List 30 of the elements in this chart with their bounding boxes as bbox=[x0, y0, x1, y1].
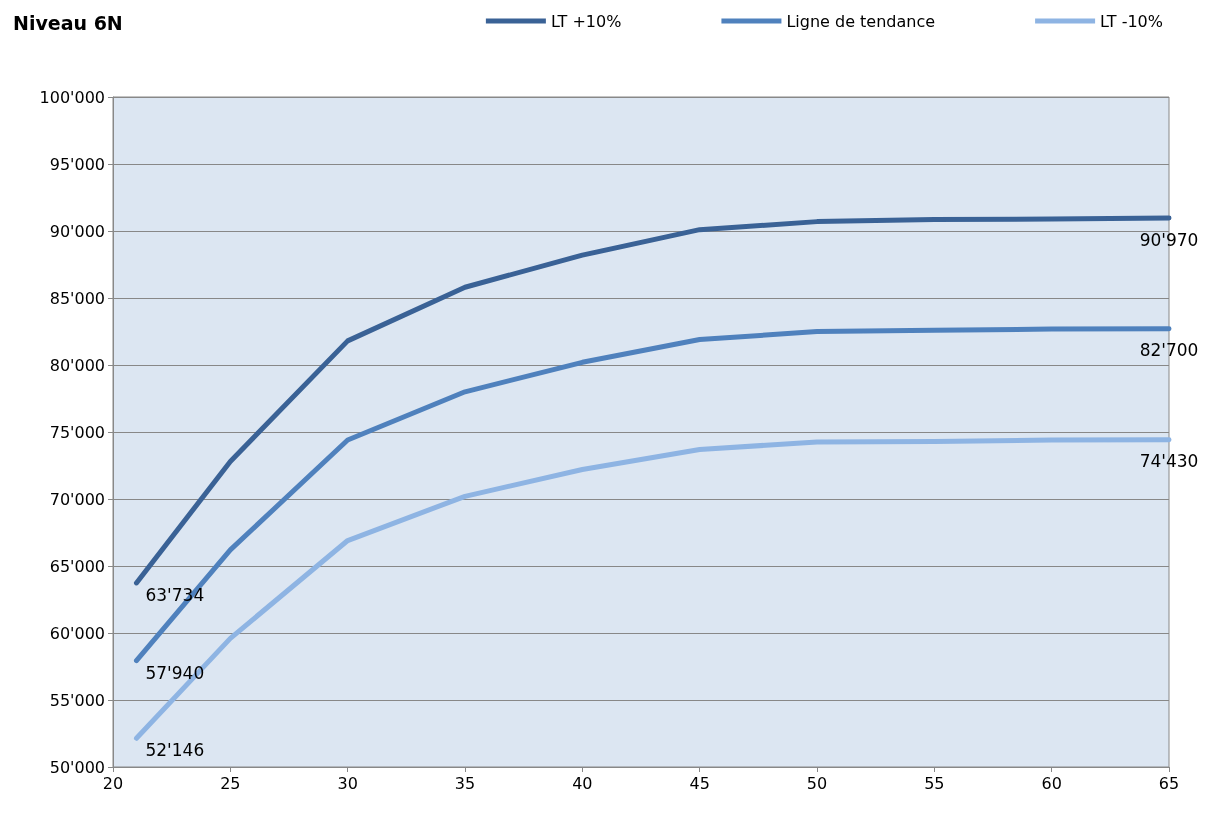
x-tick-label: 65 bbox=[1158, 773, 1180, 793]
x-tick-label: 55 bbox=[924, 773, 945, 793]
x-tick-label: 50 bbox=[806, 773, 828, 793]
y-tick-label: 60'000 bbox=[49, 623, 105, 643]
x-tick-label: 60 bbox=[1041, 773, 1062, 793]
x-tick-label: 30 bbox=[337, 773, 358, 793]
x-tick-label: 40 bbox=[572, 773, 593, 793]
y-tick-label: 100'000 bbox=[39, 87, 105, 107]
y-tick-label: 75'000 bbox=[49, 422, 105, 442]
x-tick-label: 35 bbox=[454, 773, 476, 793]
legend-label: LT +10% bbox=[550, 11, 622, 31]
x-tick-label: 20 bbox=[102, 773, 124, 793]
legend-label: LT -10% bbox=[1100, 11, 1163, 31]
y-tick-label: 95'000 bbox=[49, 154, 105, 174]
x-tick-label: 45 bbox=[689, 773, 710, 793]
y-tick-label: 50'000 bbox=[49, 757, 105, 777]
y-tick-label: 65'000 bbox=[49, 556, 105, 576]
data-label: 82'700 bbox=[1139, 340, 1199, 361]
data-label: 90'970 bbox=[1139, 229, 1199, 250]
y-tick-label: 80'000 bbox=[49, 355, 105, 375]
y-tick-label: 55'000 bbox=[49, 690, 105, 710]
data-label: 57'940 bbox=[145, 662, 205, 683]
y-tick-label: 85'000 bbox=[49, 288, 105, 308]
y-tick-label: 90'000 bbox=[49, 221, 105, 241]
data-label: 52'146 bbox=[145, 740, 205, 761]
legend-label: Ligne de tendance bbox=[786, 11, 936, 31]
x-tick-label: 25 bbox=[220, 773, 241, 793]
data-label: 74'430 bbox=[1139, 451, 1199, 472]
y-tick-label: 70'000 bbox=[49, 489, 105, 509]
chart-title: Niveau 6N bbox=[13, 11, 123, 34]
